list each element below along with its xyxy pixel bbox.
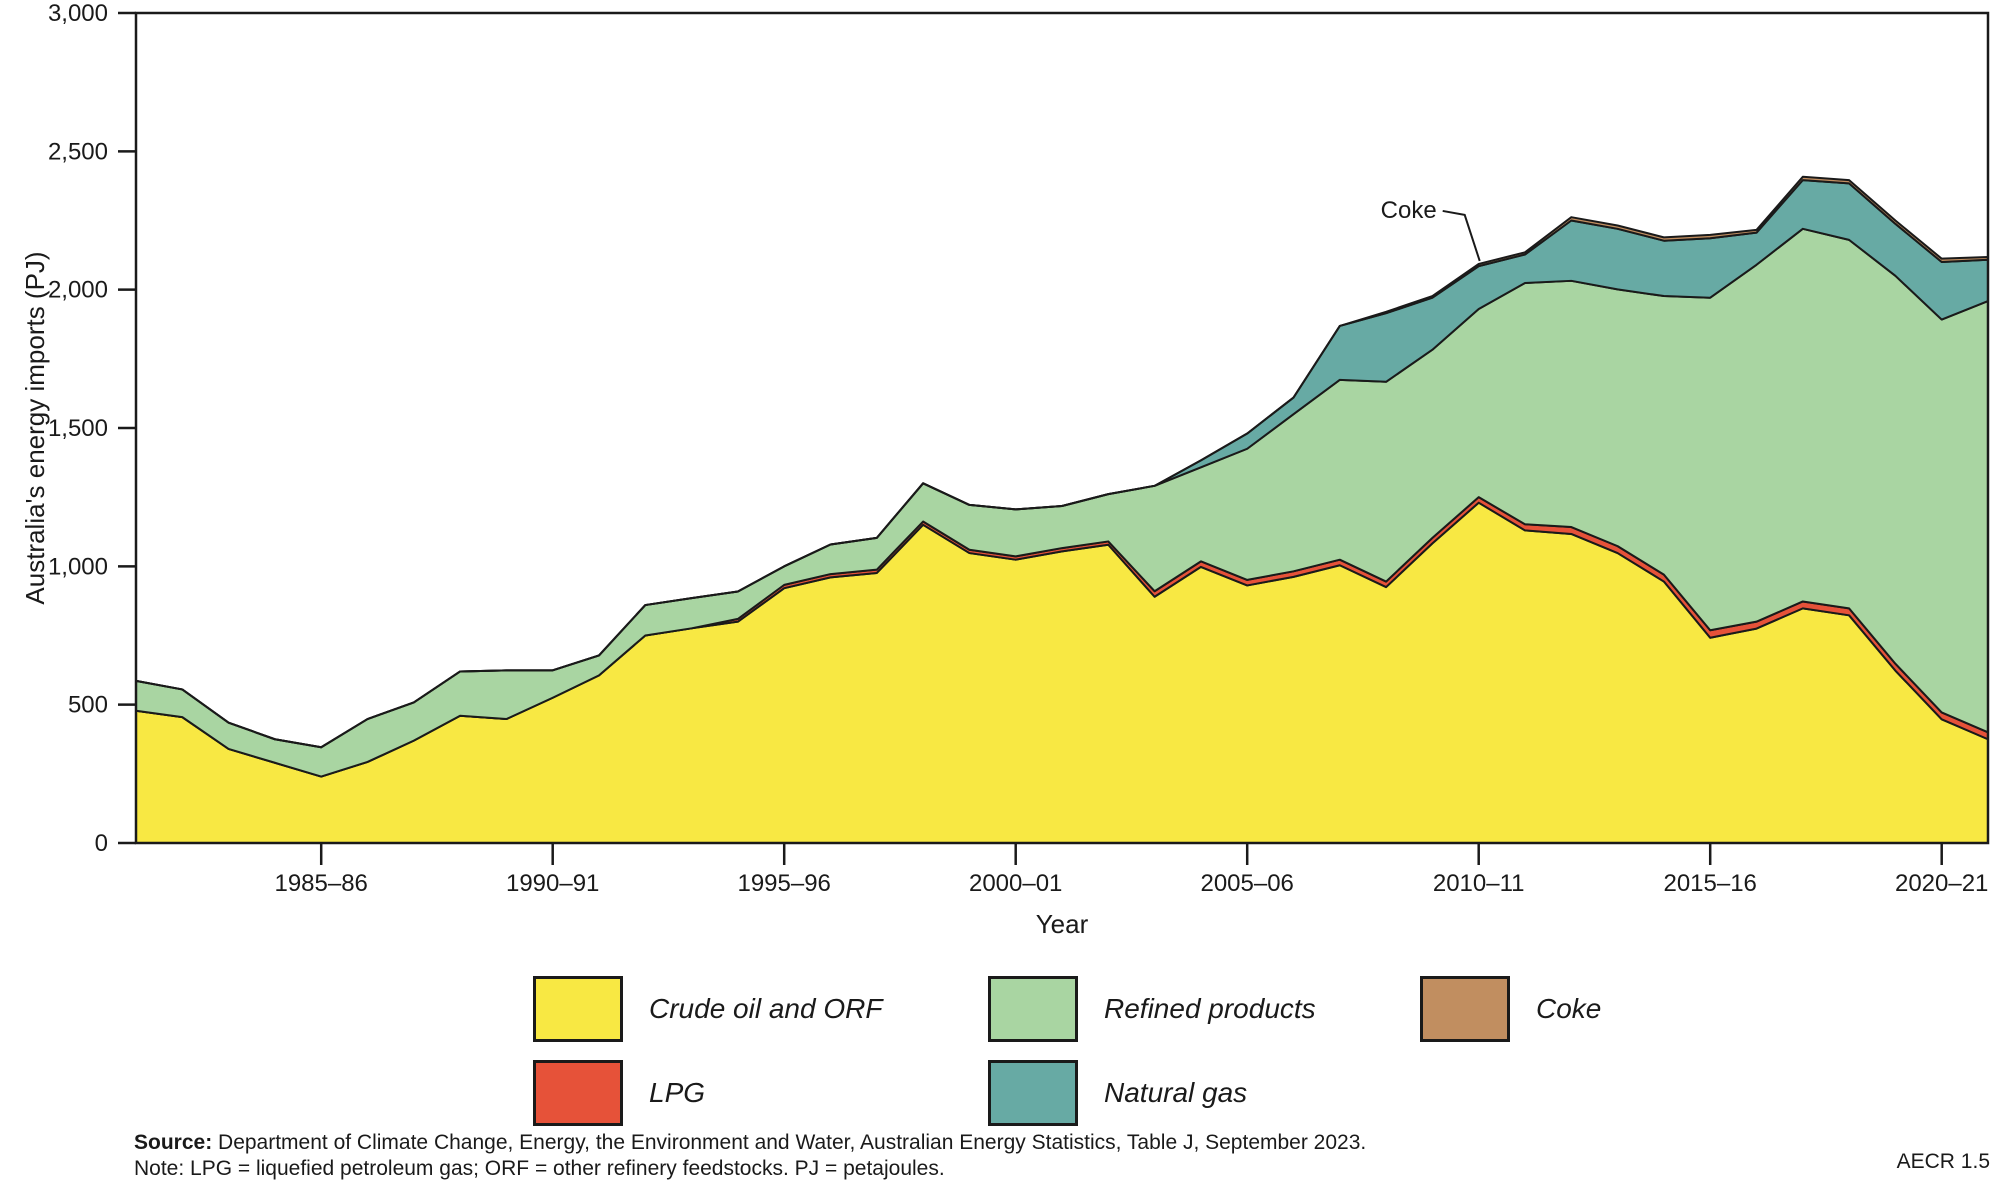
x-tick-label: 1985–86 (274, 870, 367, 897)
y-tick-label: 3,000 (48, 0, 108, 27)
axes: 0 500 1,000 1,500 2,000 2,500 3,000 1985–86 1990… (48, 0, 1990, 897)
y-tick-label: 1,500 (48, 415, 108, 442)
y-tick-label: 0 (95, 830, 108, 857)
source-body: Department of Climate Change, Energy, th… (212, 1131, 1367, 1154)
stacked-area-bands (135, 175, 1989, 844)
figure-reference: AECR 1.5 (1896, 1150, 1990, 1173)
legend-item-refined-products: Refined products (988, 976, 1316, 1042)
y-axis-title: Australia's energy imports (PJ) (20, 251, 50, 604)
source-text: Source: Department of Climate Change, En… (134, 1131, 1366, 1155)
legend-label: Crude oil and ORF (649, 993, 883, 1024)
y-tick-label: 2,000 (48, 277, 108, 304)
x-tick-label: 2020–21 (1895, 870, 1988, 897)
legend-swatch-crude-oil-and-orf (533, 976, 623, 1042)
x-axis-title: Year (1036, 909, 1089, 939)
legend-item-natural-gas: Natural gas (988, 1060, 1247, 1126)
legend-label: LPG (649, 1077, 706, 1108)
legend-item-lpg: LPG (533, 1060, 705, 1126)
x-tick-label: 1995–96 (737, 870, 830, 897)
y-tick-label: 2,500 (48, 138, 108, 165)
legend-swatch-coke (1420, 976, 1510, 1042)
annotation-label: Coke (1381, 197, 1437, 224)
x-tick-label: 2015–16 (1663, 870, 1756, 897)
y-tick-label: 1,000 (48, 553, 108, 580)
x-tick-label: 2010–11 (1433, 870, 1525, 897)
x-tick-label: 1990–91 (506, 870, 599, 897)
legend-item-coke: Coke (1420, 976, 1601, 1042)
x-tick-label: 2000–01 (969, 870, 1062, 897)
legend-swatch-refined-products (988, 976, 1078, 1042)
note-text: Note: LPG = liquefied petroleum gas; ORF… (134, 1157, 945, 1180)
source-label: Source: (134, 1131, 213, 1154)
legend-label: Coke (1536, 993, 1602, 1024)
legend-swatch-lpg (533, 1060, 623, 1126)
legend-swatch-natural-gas (988, 1060, 1078, 1126)
coke-annotation: Coke (1381, 197, 1481, 262)
x-tick-label: 2005–06 (1200, 870, 1293, 897)
legend-label: Natural gas (1104, 1077, 1248, 1108)
legend-label: Refined products (1104, 993, 1316, 1024)
legend-item-crude-oil-and-orf: Crude oil and ORF (533, 976, 882, 1042)
annotation-leader-line (1442, 209, 1481, 262)
y-tick-label: 500 (68, 692, 108, 719)
